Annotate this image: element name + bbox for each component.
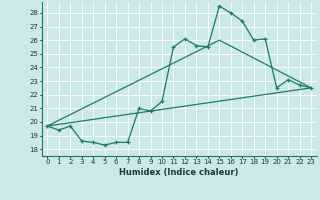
X-axis label: Humidex (Indice chaleur): Humidex (Indice chaleur) xyxy=(119,168,239,177)
